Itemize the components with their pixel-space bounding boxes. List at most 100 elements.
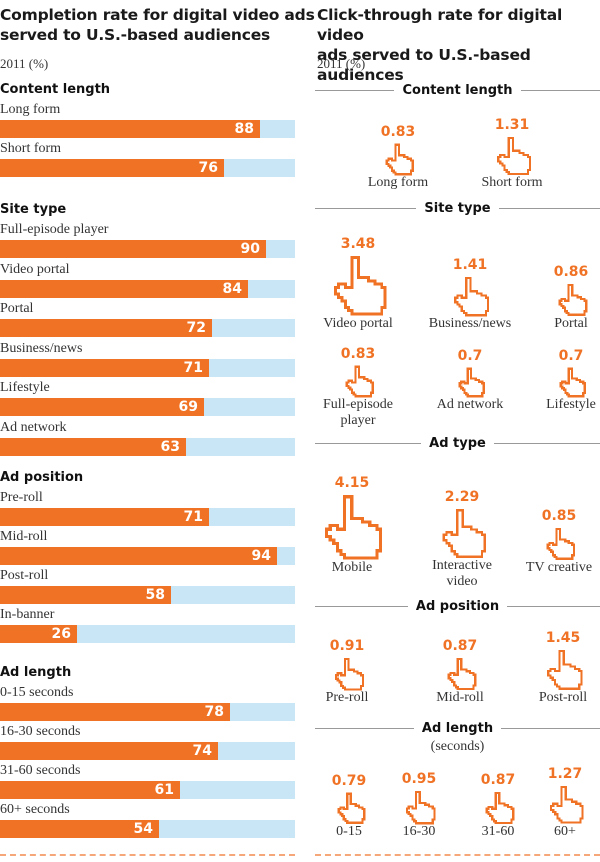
bar-label: In-banner — [0, 607, 55, 622]
ctr-value-label: 0.91 — [329, 637, 365, 654]
section-heading-ad-position-ctr: Ad position — [315, 597, 600, 615]
bar — [0, 240, 266, 258]
bar-track: 88 — [0, 120, 295, 138]
ctr-value-label: 4.15 — [334, 475, 370, 492]
hand-mark — [447, 657, 477, 691]
pointing-hand-cursor-icon — [496, 136, 531, 176]
bar-value-label: 63 — [160, 438, 180, 455]
bar-label: 0-15 seconds — [0, 685, 74, 700]
hand-mark — [547, 650, 583, 690]
pointing-hand-cursor-icon — [559, 367, 587, 398]
pointing-hand-cursor-icon — [385, 143, 415, 176]
bar — [0, 586, 171, 604]
bar-label: Post-roll — [0, 568, 49, 583]
hand-mark — [345, 365, 375, 398]
ctr-category-label: Pre-roll — [325, 690, 369, 705]
bar-label: 16-30 seconds — [0, 724, 81, 739]
bar — [0, 742, 218, 760]
bar — [0, 398, 204, 416]
bar-track: 94 — [0, 547, 295, 565]
hand-mark — [550, 786, 584, 825]
bar-track: 69 — [0, 398, 295, 416]
bar-label: 60+ seconds — [0, 802, 70, 817]
pointing-hand-cursor-icon — [485, 791, 515, 825]
bar-value-label: 69 — [178, 399, 198, 415]
bar-track: 63 — [0, 437, 295, 456]
ctr-category-label: Video portal — [323, 316, 393, 331]
ctr-category-label: Full-episode player — [323, 397, 393, 428]
bar-track: 76 — [0, 159, 295, 177]
pointing-hand-cursor-icon — [454, 276, 490, 316]
bar — [0, 358, 209, 377]
ctr-category-label: Ad network — [436, 397, 504, 412]
hand-mark — [442, 508, 486, 558]
section-heading-site-type: Site type — [0, 202, 67, 217]
section-heading-content-length-ctr: Content length — [315, 81, 600, 99]
bar-value-label: 71 — [183, 509, 203, 525]
hand-mark — [406, 790, 436, 825]
ctr-value-label: 0.83 — [340, 345, 376, 362]
section-heading-text: Content length — [394, 83, 521, 98]
pointing-hand-cursor-icon — [550, 786, 584, 825]
bar-track: 84 — [0, 279, 295, 298]
section-heading-ad-type-ctr: Ad type — [315, 434, 600, 452]
ctr-value-label: 2.29 — [444, 488, 480, 505]
ctr-value-label: 0.83 — [380, 123, 416, 140]
section-heading-ad-position: Ad position — [0, 470, 84, 485]
ctr-category-label: Mid-roll — [436, 690, 484, 705]
bar-value-label: 61 — [154, 782, 174, 798]
ctr-value-label: 0.79 — [331, 773, 367, 790]
pointing-hand-cursor-icon — [325, 495, 383, 560]
bar-value-label: 58 — [145, 587, 165, 603]
bar-label: Portal — [0, 301, 34, 316]
bar-track: 71 — [0, 508, 295, 526]
bar-track: 26 — [0, 625, 295, 643]
bar-value-label: 94 — [251, 548, 271, 564]
ctr-value-label: 1.41 — [452, 256, 488, 273]
ctr-category-label: 16-30 — [402, 824, 436, 839]
ctr-category-label: Post-roll — [538, 690, 588, 705]
bar-label: Video portal — [0, 261, 70, 277]
bar — [0, 159, 224, 177]
bar-label: Short form — [0, 141, 62, 156]
bar-label: Long form — [0, 102, 61, 117]
hand-mark — [334, 657, 364, 691]
hand-mark — [559, 367, 587, 398]
hand-mark — [496, 136, 531, 176]
pointing-hand-cursor-icon — [333, 256, 387, 316]
hand-mark — [325, 495, 383, 560]
ctr-category-label: 0-15 — [336, 824, 362, 839]
ctr-category-label: Long form — [367, 175, 429, 190]
bar-value-label: 26 — [51, 626, 71, 642]
left-subtitle: 2011 (%) — [0, 56, 49, 71]
ctr-value-label: 0.86 — [553, 264, 589, 281]
right-chart-title: Click-through rate for digital video ads… — [317, 5, 600, 85]
section-heading-text: Ad length — [413, 721, 502, 736]
pointing-hand-cursor-icon — [334, 657, 364, 691]
pointing-hand-cursor-icon — [547, 650, 583, 690]
ctr-value-label: 0.87 — [442, 638, 478, 655]
bar-value-label: 71 — [183, 359, 203, 376]
pointing-hand-cursor-icon — [447, 657, 477, 691]
pointing-hand-cursor-icon — [458, 367, 486, 398]
ctr-value-label: 1.31 — [494, 116, 530, 133]
bar-value-label: 74 — [192, 743, 212, 759]
right-subtitle: 2011 (%) — [317, 56, 366, 71]
pointing-hand-cursor-icon — [337, 793, 365, 825]
bar — [0, 625, 77, 643]
ctr-value-label: 1.45 — [545, 630, 581, 647]
hand-mark — [485, 791, 515, 825]
right-title-line2: ads served to U.S.-based audiences — [317, 46, 531, 84]
bar-value-label: 72 — [186, 320, 206, 336]
left-title-line1: Completion rate for digital video ads — [0, 6, 315, 24]
ctr-value-label: 0.87 — [480, 772, 516, 789]
pointing-hand-cursor-icon — [406, 790, 436, 825]
bar — [0, 781, 180, 799]
section-note: (seconds) — [430, 739, 485, 754]
section-heading-text: Site type — [416, 201, 499, 216]
bar — [0, 820, 159, 838]
bar-track: 72 — [0, 319, 295, 337]
section-heading-ad-length-ctr: Ad length — [315, 719, 600, 737]
ctr-category-label: Business/news — [428, 316, 512, 331]
ctr-value-label: 1.27 — [547, 766, 583, 783]
